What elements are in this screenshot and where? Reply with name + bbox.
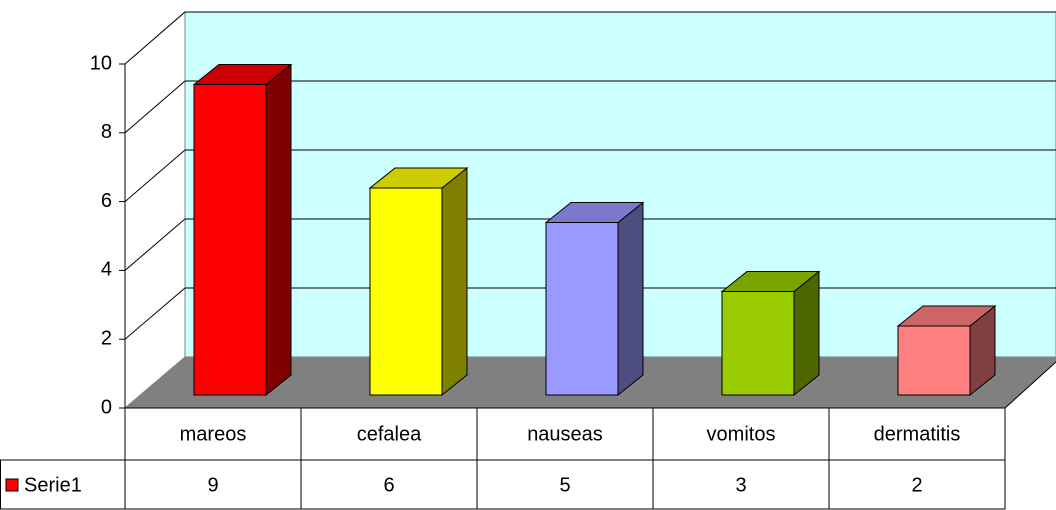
- data-table: mareos 9 cefalea 6 nauseas 5 vomitos 3 dermatiti…: [0, 407, 1006, 510]
- table-value: 2: [911, 474, 922, 496]
- bars: [192, 63, 997, 397]
- x-tick-label: nauseas: [527, 423, 603, 445]
- bar-side: [617, 201, 644, 397]
- bar-side: [265, 63, 292, 397]
- grid-line: [124, 149, 186, 202]
- grid-line: [124, 218, 186, 271]
- legend-marker: [5, 478, 19, 492]
- bar-front: [545, 222, 619, 396]
- bar: [368, 166, 469, 397]
- y-tick-label: 6: [101, 190, 112, 212]
- y-tick-label: 2: [101, 327, 112, 349]
- side-wall: [124, 10, 186, 410]
- y-tick-label: 8: [101, 121, 112, 143]
- x-tick-label: vomitos: [707, 423, 776, 445]
- bar-front: [193, 84, 267, 396]
- bar-side: [793, 270, 820, 397]
- x-tick-label: cefalea: [357, 423, 422, 445]
- table-value: 3: [735, 474, 746, 496]
- table-cell: [0, 459, 1006, 510]
- bar-front: [721, 291, 795, 396]
- bar: [192, 63, 293, 397]
- y-tick-label: 4: [101, 259, 112, 281]
- y-tick-label: 10: [90, 52, 112, 74]
- table-value: 6: [383, 474, 394, 496]
- table-value: 5: [559, 474, 570, 496]
- bar-front: [897, 325, 971, 396]
- table-value: 9: [207, 474, 218, 496]
- bar: [544, 201, 645, 397]
- bar: [720, 270, 821, 397]
- bar-side: [441, 166, 468, 397]
- grid-line: [124, 287, 186, 340]
- bar-front: [369, 187, 443, 396]
- legend-label: Serie1: [24, 474, 82, 496]
- bar: [896, 304, 997, 397]
- grid-line: [124, 11, 186, 65]
- x-tick-label: dermatitis: [874, 423, 961, 445]
- floor-edge: [1004, 361, 1056, 409]
- grid-line: [124, 80, 186, 134]
- x-tick-label: mareos: [180, 423, 247, 445]
- y-tick-label: 0: [101, 396, 112, 418]
